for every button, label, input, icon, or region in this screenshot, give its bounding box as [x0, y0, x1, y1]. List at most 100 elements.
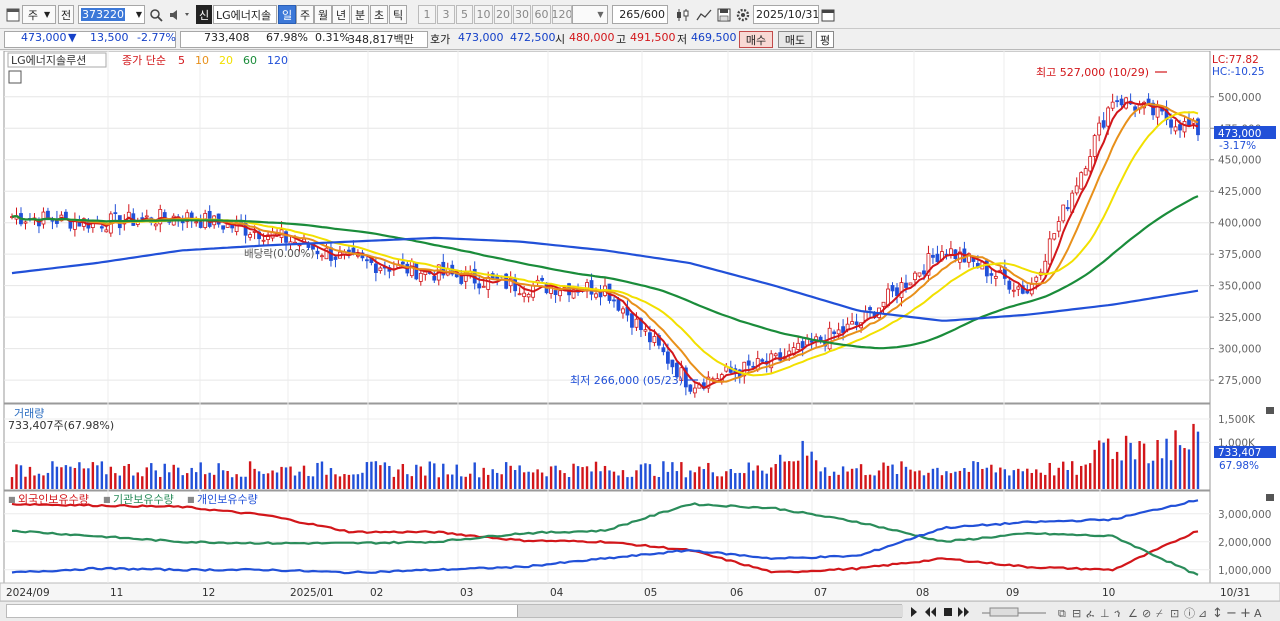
candle [477, 283, 482, 289]
candle [517, 293, 522, 296]
candle [670, 359, 675, 368]
chevron-down-icon[interactable]: ▼ [135, 10, 142, 19]
ma-line-120 [11, 236, 1199, 322]
volume-bar [972, 461, 975, 489]
volume-bar [428, 461, 431, 489]
window-menu-icon[interactable] [4, 6, 21, 23]
tab-period-0[interactable]: 일 [278, 5, 296, 24]
table-icon[interactable] [8, 70, 22, 84]
chart-canvas[interactable]: 500,000475,000450,000425,000400,000375,0… [0, 50, 1280, 602]
volume-bar [114, 473, 117, 489]
volume-bar [981, 468, 984, 489]
data-count-field[interactable]: 265/600 [612, 5, 668, 24]
candle [1097, 122, 1102, 136]
candle [324, 247, 329, 260]
avg-button[interactable]: 평 [816, 31, 834, 48]
volume-bar [958, 470, 962, 489]
volume-bar [1079, 465, 1083, 489]
prev-button[interactable]: 전 [58, 5, 74, 24]
tab-interval-5[interactable]: 5 [456, 5, 473, 24]
volume-bar [352, 474, 355, 489]
min-annotation: 최저 266,000 (05/23) [570, 374, 683, 387]
volume-bar [100, 461, 104, 489]
tab-interval-30[interactable]: 30 [513, 5, 531, 24]
stock-code-input[interactable]: 373220 ▼ [78, 5, 145, 24]
tab-period-3[interactable]: 년 [332, 5, 350, 24]
volume-bar [877, 470, 881, 489]
search-icon[interactable] [147, 6, 164, 23]
tool-icons[interactable]: ⧉ ⊟ ፈ ⊥ ኅ ∠ ⊘ ⌿ ⊡ ⓘ ⊿ ↕ − + A [1058, 606, 1262, 621]
volume-bar [248, 461, 252, 489]
candle [634, 318, 639, 328]
save-icon[interactable] [715, 6, 732, 23]
play-icon[interactable] [911, 607, 917, 617]
period-dropdown[interactable]: 주 ▼ [22, 5, 56, 24]
volume-bar [504, 462, 508, 489]
chevron-down-icon[interactable]: ▼ [594, 5, 608, 24]
volume-bar [774, 464, 777, 489]
tab-interval-3[interactable]: 3 [437, 5, 455, 24]
volume-panel[interactable] [3, 403, 1211, 491]
zoom-slider[interactable] [982, 607, 1046, 617]
volume-bar [770, 467, 773, 489]
volume-bar [702, 469, 706, 489]
chart-area[interactable]: 500,000475,000450,000425,000400,000375,0… [0, 50, 1280, 602]
volume-bar [554, 465, 557, 489]
tab-interval-60[interactable]: 60 [532, 5, 551, 24]
volume-bar [536, 469, 539, 489]
stop-icon[interactable] [944, 608, 952, 616]
change-tag-text: -3.17% [1219, 140, 1256, 152]
tab-period-4[interactable]: 분 [351, 5, 369, 24]
candle [1173, 126, 1178, 132]
tab-period-5[interactable]: 초 [370, 5, 388, 24]
speaker-icon[interactable] [167, 6, 193, 23]
volume-bar [662, 461, 665, 489]
volume-bar [801, 440, 804, 489]
fast-forward-icon[interactable] [958, 607, 969, 617]
volume-bar [338, 476, 342, 489]
scrollbar-thumb[interactable] [517, 605, 903, 617]
holding-panel[interactable] [3, 490, 1211, 584]
tab-interval-20[interactable]: 20 [494, 5, 512, 24]
candle [320, 255, 324, 258]
legend-square-icon: ■ [8, 495, 16, 504]
buy-button[interactable]: 매수 [739, 31, 773, 48]
volume-title: 거래량 [14, 407, 44, 420]
date-input[interactable]: 2025/10/31 [753, 5, 819, 24]
horizontal-scrollbar[interactable] [6, 604, 903, 618]
candle [746, 360, 751, 366]
volume-bar [78, 462, 81, 489]
candle [1011, 289, 1016, 292]
volume-bar [585, 466, 589, 489]
tab-interval-10[interactable]: 10 [474, 5, 493, 24]
candle [356, 254, 360, 257]
rewind-icon[interactable] [925, 607, 936, 617]
sell-button[interactable]: 매도 [778, 31, 812, 48]
tab-period-2[interactable]: 월 [314, 5, 332, 24]
volume-bar [266, 473, 270, 489]
price-box [4, 31, 176, 48]
volume-bar [379, 465, 382, 489]
trendline-icon[interactable] [695, 6, 712, 23]
volume-bar [186, 473, 189, 489]
volume-bar [320, 461, 324, 489]
gear-icon[interactable] [734, 6, 751, 23]
volume-bar [832, 471, 836, 489]
panel-close-icon[interactable] [1266, 494, 1274, 501]
volume-bar [262, 473, 265, 489]
volume-bar [581, 467, 584, 489]
candle [153, 223, 158, 227]
tab-period-1[interactable]: 주 [296, 5, 314, 24]
tab-interval-1[interactable]: 1 [418, 5, 436, 24]
volume-bar [747, 462, 750, 489]
calendar-icon[interactable] [819, 6, 836, 23]
candle-type-icon[interactable] [674, 6, 691, 23]
price-panel[interactable] [3, 50, 1211, 404]
tab-interval-120[interactable]: 120 [552, 5, 572, 24]
volume-tag-text: 733,407 [1218, 447, 1261, 459]
tab-period-6[interactable]: 틱 [389, 5, 407, 24]
candle [836, 329, 841, 335]
chevron-down-icon: ▼ [43, 10, 51, 19]
volume-bar [203, 474, 207, 489]
panel-close-icon[interactable] [1266, 407, 1274, 414]
